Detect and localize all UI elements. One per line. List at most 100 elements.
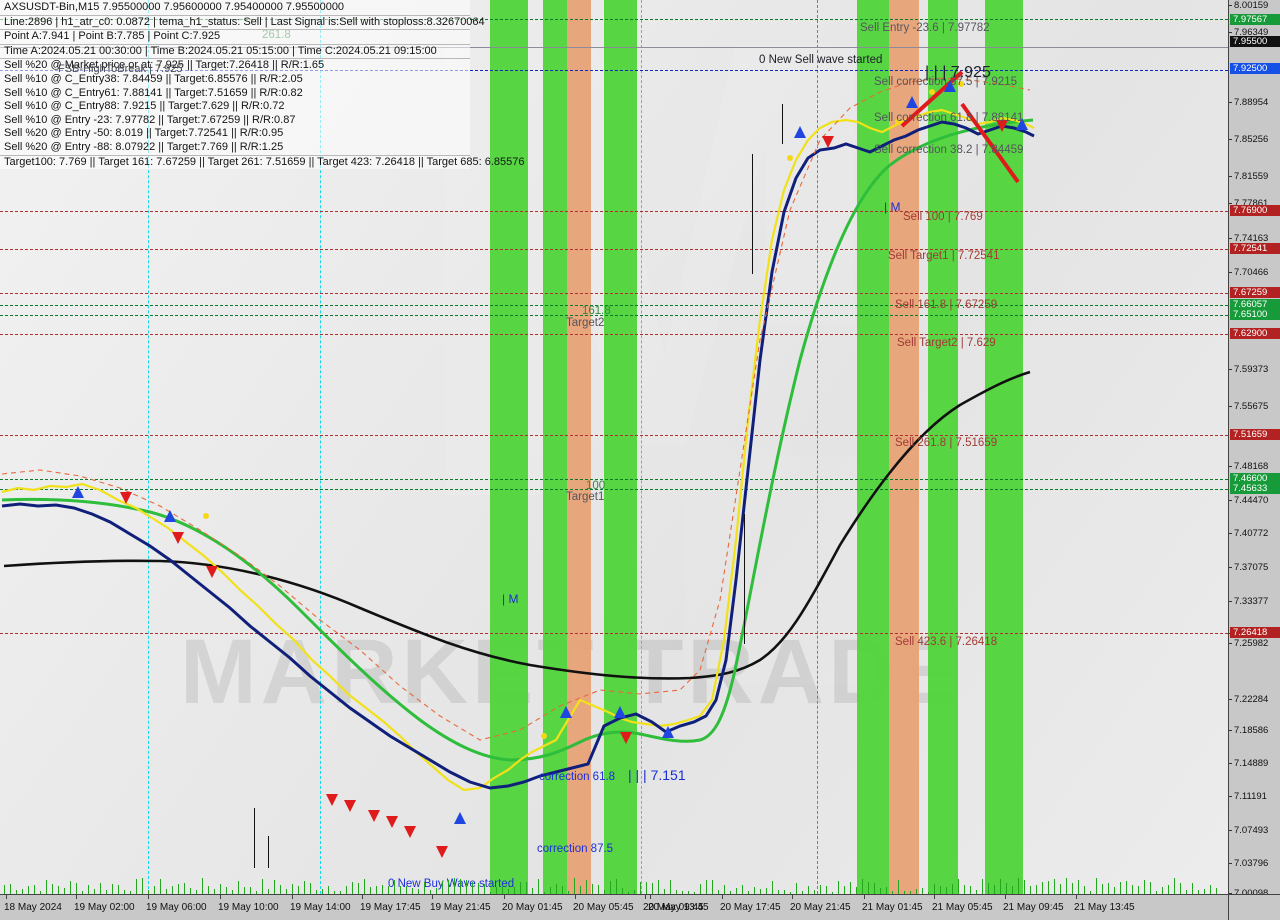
- volume-tick: [874, 883, 875, 894]
- time-tick-mark: [650, 895, 651, 899]
- volume-tick: [928, 891, 929, 894]
- volume-tick: [490, 891, 491, 894]
- price-level-badge: 7.92500: [1230, 63, 1280, 74]
- volume-tick: [898, 879, 899, 894]
- volume-tick: [388, 885, 389, 894]
- price-level-badge: 7.67259: [1230, 287, 1280, 298]
- volume-tick: [1186, 889, 1187, 894]
- volume-tick: [550, 886, 551, 894]
- label-new-sell-wave: 0 New Sell wave started: [759, 54, 883, 66]
- volume-tick: [952, 884, 953, 894]
- price-tick: 7.07493: [1229, 826, 1280, 836]
- time-separator: [320, 0, 321, 894]
- time-tick-label: 20 May 09:45: [643, 902, 704, 913]
- price-tick: 7.11191: [1229, 792, 1280, 802]
- fast-signal-line: [1, 108, 1035, 792]
- volume-tick: [34, 884, 35, 894]
- volume-tick: [688, 890, 689, 894]
- volume-tick: [748, 891, 749, 894]
- volume-tick: [190, 888, 191, 894]
- volume-tick: [244, 887, 245, 894]
- volume-tick: [868, 881, 869, 894]
- volume-tick: [196, 889, 197, 894]
- volume-tick: [172, 886, 173, 894]
- buy-signal-arrows: [72, 80, 1028, 824]
- label-100: 100: [586, 480, 606, 492]
- volume-tick: [670, 880, 671, 894]
- volume-tick: [778, 890, 779, 894]
- volume-tick: [220, 884, 221, 894]
- volume-tick: [1102, 884, 1103, 894]
- volume-tick: [1198, 889, 1199, 894]
- price-tick: 7.44470: [1229, 496, 1280, 506]
- label-sell-correction-87-5: Sell correction 87.5 | 7.9215: [874, 76, 1017, 88]
- volume-tick: [106, 889, 107, 894]
- volume-tick: [1150, 881, 1151, 894]
- volume-tick: [298, 886, 299, 894]
- chart-plot-area[interactable]: MARKET TRADE: [0, 0, 1228, 894]
- volume-tick: [214, 888, 215, 894]
- time-tick-mark: [1076, 895, 1077, 899]
- price-tick: 7.70466: [1229, 268, 1280, 278]
- label-sell-target2: Sell Target2 | 7.629: [897, 337, 996, 349]
- volume-tick: [76, 882, 77, 894]
- price-level-badge: 7.97567: [1230, 14, 1280, 25]
- volume-tick: [94, 888, 95, 894]
- volume-tick: [970, 886, 971, 894]
- volume-tick: [790, 892, 791, 894]
- volume-tick: [694, 891, 695, 894]
- volume-tick: [232, 889, 233, 894]
- volume-tick: [958, 879, 959, 894]
- marker-glyph: | M: [502, 592, 519, 606]
- volume-tick: [856, 887, 857, 894]
- volume-tick: [340, 891, 341, 894]
- volume-tick: [976, 890, 977, 894]
- volume-tick: [496, 887, 497, 894]
- volume-bar: [744, 514, 745, 644]
- volume-tick: [28, 885, 29, 894]
- volume-tick: [352, 882, 353, 894]
- volume-tick: [1174, 878, 1175, 894]
- price-level-badge: 7.26418: [1230, 627, 1280, 638]
- volume-tick: [1060, 884, 1061, 894]
- time-axis[interactable]: 18 May 2024 19 May 02:00 19 May 06:00 19 Ma…: [0, 894, 1280, 920]
- volume-tick: [520, 882, 521, 894]
- price-axis[interactable]: 8.00159 7.96349 7.88954 7.85256 7.81559 7.778…: [1228, 0, 1280, 894]
- volume-tick: [238, 881, 239, 894]
- volume-tick: [484, 884, 485, 894]
- volume-tick: [664, 888, 665, 894]
- volume-tick: [736, 888, 737, 894]
- volume-tick: [1054, 879, 1055, 894]
- order-line-1: Sell %10 @ C_Entry38: 7.84459 || Target:…: [4, 72, 303, 85]
- volume-tick: [286, 888, 287, 894]
- volume-tick: [742, 885, 743, 894]
- label-target2: Target2: [566, 317, 605, 329]
- order-line-3: Sell %10 @ C_Entry88: 7.9215 || Target:7…: [4, 100, 285, 113]
- volume-tick: [88, 885, 89, 894]
- volume-tick: [730, 891, 731, 894]
- price-level-badge: 7.45633: [1230, 483, 1280, 494]
- volume-tick: [1030, 886, 1031, 894]
- level-line-7-45633: [0, 489, 1228, 490]
- label-sell-423-6: Sell 423.6 | 7.26418: [895, 636, 998, 648]
- volume-tick: [166, 889, 167, 894]
- volume-tick: [478, 883, 479, 894]
- volume-tick: [514, 886, 515, 894]
- volume-tick: [202, 878, 203, 894]
- volume-tick: [1216, 887, 1217, 894]
- price-tick: 7.77861: [1229, 199, 1280, 209]
- price-tick: 7.59373: [1229, 365, 1280, 375]
- volume-tick: [838, 881, 839, 894]
- volume-tick: [652, 882, 653, 894]
- price-tick: 7.96349: [1229, 28, 1280, 38]
- volume-tick: [22, 888, 23, 894]
- volume-tick: [916, 889, 917, 894]
- price-level-badge: 7.66057: [1230, 299, 1280, 310]
- volume-tick: [658, 879, 659, 894]
- volume-tick: [1162, 886, 1163, 894]
- volume-tick: [454, 878, 455, 894]
- volume-tick: [208, 885, 209, 894]
- price-tick: 7.81559: [1229, 172, 1280, 182]
- volume-tick: [640, 882, 641, 894]
- sell-arrow-annotations: [900, 70, 1020, 184]
